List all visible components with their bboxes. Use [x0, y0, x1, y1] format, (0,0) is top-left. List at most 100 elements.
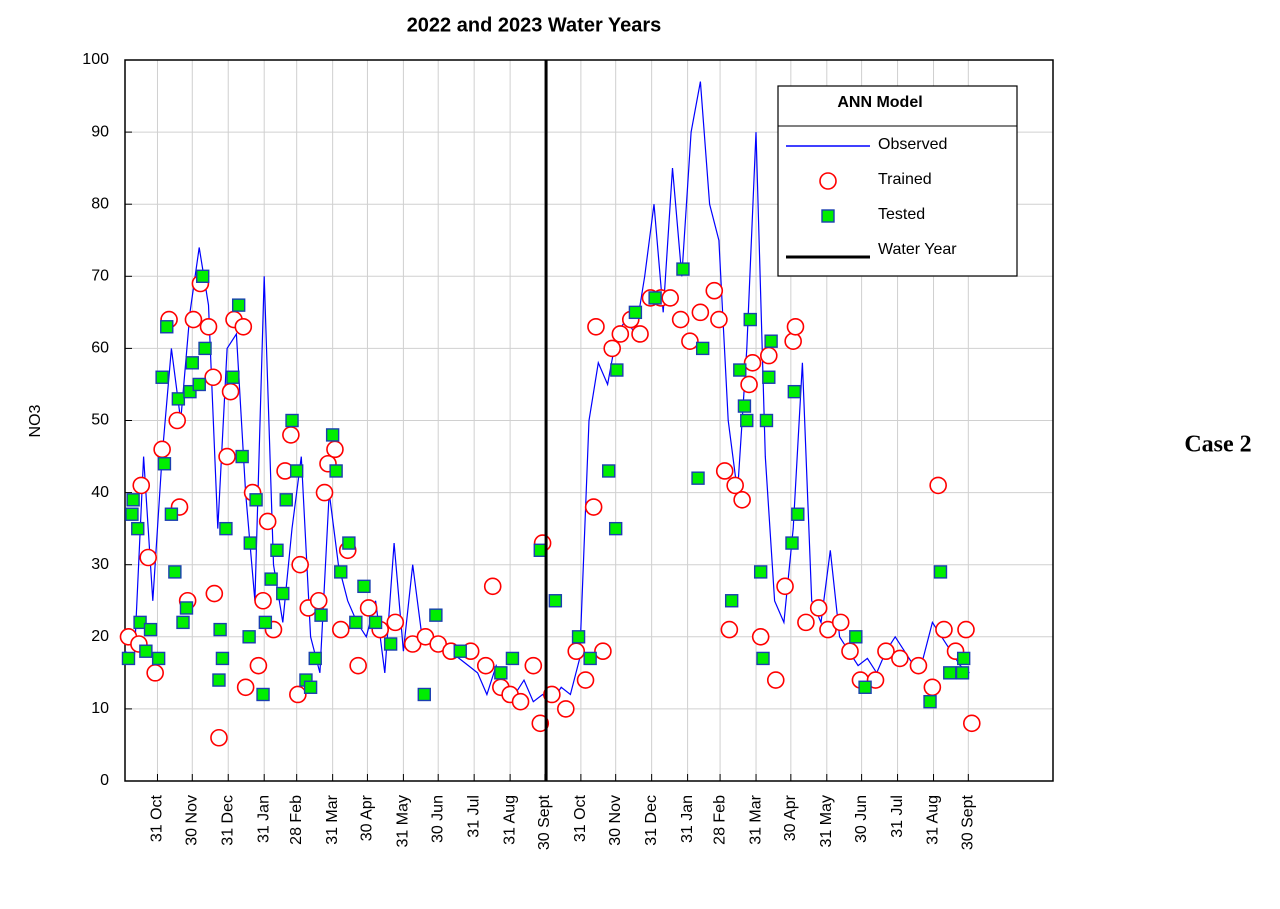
trained-point	[146, 664, 164, 682]
tested-point	[270, 543, 284, 557]
trained-point	[691, 303, 710, 322]
trained-point	[584, 498, 603, 516]
tested-point	[264, 572, 278, 586]
tested-point	[126, 493, 140, 507]
x-tick-label: 30 Jun	[429, 795, 446, 843]
trained-point	[831, 613, 850, 632]
trained-point	[891, 649, 909, 668]
trained-point	[759, 346, 778, 365]
tested-point	[753, 565, 768, 579]
x-tick-label: 31 Jul	[889, 795, 906, 838]
trained-point	[715, 462, 734, 480]
trained-point	[289, 685, 307, 704]
trained-point	[784, 332, 802, 350]
trained-point	[877, 642, 895, 661]
tested-point	[198, 341, 212, 356]
x-tick-label: 31 Dec	[643, 795, 660, 846]
tested-point	[349, 615, 363, 630]
trained-point	[556, 700, 575, 718]
tested-point	[383, 637, 398, 651]
trained-point	[205, 584, 224, 603]
trained-point	[611, 325, 630, 343]
tested-point	[494, 666, 508, 680]
tested-point	[133, 615, 147, 630]
x-tick-label: 31 Aug	[501, 795, 518, 845]
tested-point	[453, 644, 467, 658]
tested-point	[628, 305, 643, 320]
trained-point	[681, 332, 699, 350]
tested-point	[249, 493, 263, 507]
tested-point	[610, 363, 624, 377]
trained-point	[543, 685, 561, 704]
trained-point	[710, 310, 728, 329]
tested-point	[583, 651, 597, 666]
x-tick-label: 30 Sept	[536, 794, 553, 850]
tested-point	[724, 594, 739, 608]
trained-point	[359, 599, 378, 617]
trained-point	[743, 354, 762, 372]
trained-point	[184, 310, 203, 329]
tested-point	[242, 630, 256, 644]
trained-point	[603, 339, 622, 358]
tested-point	[956, 651, 971, 666]
x-tick-label: 31 Mar	[747, 794, 764, 844]
x-tick-label: 30 Apr	[359, 794, 376, 841]
tested-point	[334, 565, 348, 579]
trained-point	[786, 317, 805, 336]
trained-point	[132, 476, 151, 495]
legend-symbol	[821, 209, 835, 223]
tested-point	[235, 449, 249, 464]
tested-point	[325, 428, 340, 442]
tested-point	[759, 413, 774, 428]
tested-point	[212, 673, 226, 687]
trained-point	[841, 642, 859, 661]
trained-point	[153, 440, 171, 459]
y-tick-label: 70	[91, 268, 109, 285]
trained-point	[531, 714, 550, 733]
legend-symbol	[819, 172, 837, 190]
tested-point	[289, 464, 304, 478]
tested-point	[196, 269, 210, 283]
x-tick-label: 31 Aug	[925, 795, 942, 845]
trained-point	[733, 491, 751, 509]
tested-point	[733, 363, 747, 377]
tested-point	[192, 377, 206, 392]
trained-point	[331, 620, 350, 639]
tested-point	[308, 651, 322, 666]
y-tick-label: 60	[91, 340, 109, 357]
tested-point	[314, 608, 328, 622]
trained-point	[671, 310, 690, 329]
tested-point	[849, 630, 863, 644]
trained-point	[483, 577, 502, 596]
trained-point	[766, 671, 785, 689]
tested-point	[329, 464, 343, 478]
trained-point	[249, 656, 268, 675]
tested-point	[226, 370, 240, 384]
x-tick-label: 30 Nov	[183, 795, 200, 846]
trained-point	[476, 656, 495, 675]
trained-point	[705, 281, 724, 300]
tested-point	[743, 312, 757, 327]
annotation: Case 2	[1184, 432, 1251, 458]
trained-point	[797, 613, 815, 632]
tested-point	[155, 370, 169, 384]
trained-point	[139, 548, 157, 567]
tested-point	[955, 666, 970, 680]
tested-point	[858, 680, 872, 694]
tested-point	[923, 694, 937, 709]
trained-point	[957, 620, 975, 639]
y-axis-label: NO3	[27, 404, 44, 437]
tested-point	[695, 341, 710, 356]
trained-point	[661, 289, 680, 307]
x-tick-label: 31 Jan	[679, 795, 696, 843]
legend-box	[777, 85, 1018, 277]
tested-point	[737, 399, 752, 413]
tested-point	[505, 651, 520, 666]
trained-point	[567, 642, 586, 661]
y-tick-label: 40	[91, 484, 109, 501]
x-tick-label: 31 May	[818, 795, 835, 847]
tested-point	[548, 594, 563, 608]
legend-label: Water Year	[878, 241, 957, 258]
trained-point	[291, 555, 309, 574]
